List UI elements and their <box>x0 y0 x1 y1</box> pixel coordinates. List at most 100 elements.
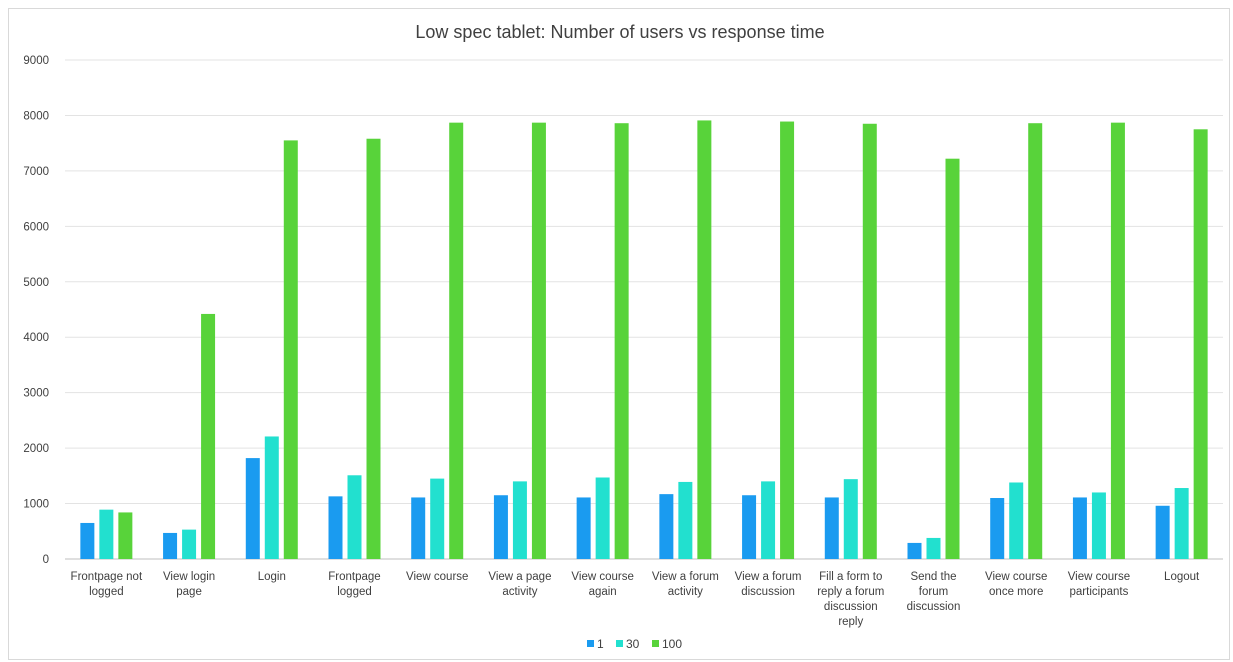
bar-series-100 <box>862 123 877 559</box>
x-category-label-line: activity <box>668 586 703 598</box>
x-category-label-line: Frontpage not <box>71 571 143 583</box>
bar-series-30 <box>595 477 610 559</box>
x-category-label: Login <box>258 571 286 583</box>
y-tick-label: 7000 <box>23 166 49 178</box>
x-category-label-line: reply a forum <box>817 586 884 598</box>
legend-label-1: 1 <box>597 637 604 651</box>
bar-series-30 <box>1174 488 1189 559</box>
x-category-label: Fill a form to reply a forum discussion rep… <box>817 571 884 628</box>
x-category-label-line: Send the <box>910 571 956 583</box>
x-category-label-line: forum <box>919 586 948 598</box>
x-category-label-line: View a page <box>488 571 551 583</box>
x-category-label-line: discussion <box>824 601 878 613</box>
x-category-label-line: Logout <box>1164 571 1200 583</box>
x-category-label-line: logged <box>89 586 124 598</box>
y-tick-label: 4000 <box>23 332 49 344</box>
x-category-label-line: again <box>589 586 617 598</box>
bar-series-1 <box>1155 505 1170 559</box>
x-category-label-line: View login <box>163 571 215 583</box>
x-category-label-line: reply <box>838 616 863 628</box>
gridlines <box>65 59 1223 560</box>
y-tick-label: 0 <box>43 554 49 566</box>
bar-series-1 <box>742 495 757 559</box>
x-axis-category-labels: Frontpage not logged View login page Login Fr… <box>71 571 1200 628</box>
y-tick-label: 9000 <box>23 55 49 67</box>
x-category-label-line: discussion <box>907 601 961 613</box>
x-category-label-line: once more <box>989 586 1043 598</box>
x-category-label: Frontpage not logged <box>71 571 143 598</box>
bar-series-30 <box>843 479 858 559</box>
x-category-label: View course again <box>571 571 633 598</box>
y-tick-label: 8000 <box>23 110 49 122</box>
y-tick-label: 5000 <box>23 277 49 289</box>
legend: 1 30 100 <box>587 637 682 651</box>
x-category-label-line: View course <box>571 571 633 583</box>
x-category-label-line: activity <box>502 586 537 598</box>
bar-series-1 <box>1072 497 1087 559</box>
bar-series-100 <box>780 121 795 559</box>
y-tick-label: 1000 <box>23 499 49 511</box>
bar-series-100 <box>283 140 298 559</box>
legend-swatch-1 <box>587 640 594 647</box>
y-tick-label: 6000 <box>23 221 49 233</box>
x-category-label-line: logged <box>337 586 372 598</box>
bar-series-1 <box>990 498 1005 559</box>
bar-series-30 <box>347 475 362 559</box>
y-tick-label: 3000 <box>23 388 49 400</box>
x-category-label: View a page activity <box>488 571 551 598</box>
bar-series-30 <box>99 509 114 559</box>
bar-series-30 <box>1009 482 1024 559</box>
bar-series-1 <box>80 522 95 559</box>
bar-series-100 <box>531 122 546 559</box>
x-category-label: View course participants <box>1068 571 1130 598</box>
x-category-label: View course <box>406 571 468 583</box>
bar-chart: Low spec tablet: Number of users vs resp… <box>23 22 1223 651</box>
x-category-label-line: View course <box>1068 571 1130 583</box>
bar-series-100 <box>697 120 712 559</box>
bar-series-100 <box>945 158 960 560</box>
bar-series-30 <box>761 481 776 559</box>
chart-title: Low spec tablet: Number of users vs resp… <box>415 22 824 42</box>
bar-series-30 <box>182 529 197 559</box>
bars <box>80 120 1208 560</box>
bar-series-1 <box>493 495 508 559</box>
bar-series-30 <box>678 481 693 559</box>
bar-series-1 <box>163 532 178 559</box>
x-category-label: Frontpage logged <box>328 571 380 598</box>
x-category-label-line: View a forum <box>735 571 802 583</box>
x-category-label-line: View a forum <box>652 571 719 583</box>
bar-series-1 <box>824 497 839 559</box>
bar-series-100 <box>201 313 216 559</box>
x-category-label-line: Login <box>258 571 286 583</box>
bar-series-1 <box>245 458 260 559</box>
x-category-label-line: page <box>176 586 202 598</box>
x-category-label-line: View course <box>985 571 1047 583</box>
x-category-label-line: Fill a form to <box>819 571 882 583</box>
bar-series-100 <box>366 138 381 559</box>
bar-series-100 <box>1028 123 1043 559</box>
legend-swatch-30 <box>616 640 623 647</box>
x-category-label-line: Frontpage <box>328 571 380 583</box>
bar-series-1 <box>328 496 343 559</box>
x-category-label: View a forum activity <box>652 571 719 598</box>
y-axis-tick-labels: 0 1000 2000 3000 4000 5000 6000 7000 8000 9000 <box>23 55 49 566</box>
x-category-label: View login page <box>163 571 215 598</box>
bar-series-100 <box>614 123 629 559</box>
bar-series-30 <box>430 478 445 559</box>
legend-label-30: 30 <box>626 637 640 651</box>
x-category-label: View course once more <box>985 571 1047 598</box>
bar-series-100 <box>118 512 133 559</box>
bar-series-1 <box>411 497 426 559</box>
bar-series-1 <box>659 494 674 559</box>
bar-series-1 <box>576 497 591 559</box>
x-category-label: View a forum discussion <box>735 571 802 598</box>
bar-series-1 <box>907 542 922 559</box>
bar-series-30 <box>1091 492 1106 559</box>
legend-swatch-100 <box>652 640 659 647</box>
bar-series-100 <box>1193 129 1208 560</box>
bar-series-30 <box>926 537 941 559</box>
x-category-label-line: participants <box>1070 586 1129 598</box>
bar-series-30 <box>264 436 279 559</box>
chart-frame: Low spec tablet: Number of users vs resp… <box>8 8 1230 660</box>
y-tick-label: 2000 <box>23 443 49 455</box>
